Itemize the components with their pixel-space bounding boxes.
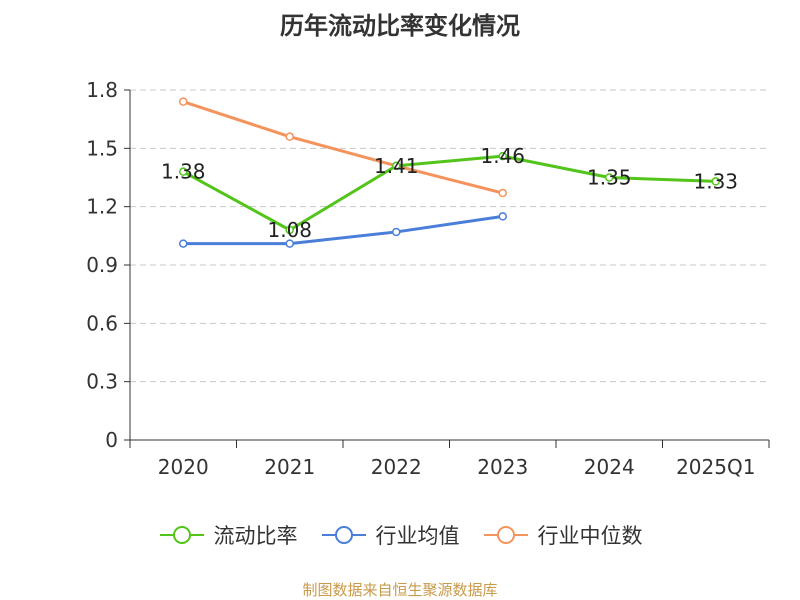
legend-swatch-icon (483, 526, 528, 544)
legend-item[interactable]: 行业均值 (320, 520, 460, 550)
x-tick-label: 2022 (371, 455, 422, 479)
legend-item[interactable]: 流动比率 (158, 520, 298, 550)
data-point (285, 225, 294, 235)
data-point (711, 177, 720, 186)
chart-title: 历年流动比率变化情况 (280, 12, 520, 40)
source-note: 制图数据来自恒生聚源数据库 (302, 581, 498, 599)
y-tick-label: 1.2 (86, 195, 118, 219)
data-point (392, 227, 401, 237)
data-point (285, 239, 294, 248)
data-point (285, 132, 294, 141)
data-label: 1.08 (267, 218, 312, 242)
legend: 流动比率 行业均值 行业中位数 (0, 520, 800, 550)
legend-label: 行业中位数 (537, 524, 643, 548)
data-point (498, 151, 507, 161)
x-tick-label: 2021 (264, 455, 315, 479)
grid-lines (130, 89, 769, 383)
y-tick-label: 1.8 (86, 78, 118, 102)
x-tick-label: 2025Q1 (676, 455, 755, 479)
data-point (498, 188, 507, 198)
axes: 0 0.3 0.6 0.9 1.2 1.5 1.8 2020 2021 2022 2023 2024 2… (86, 78, 770, 479)
data-label: 1.38 (161, 160, 206, 184)
x-tick-label: 2023 (477, 455, 528, 479)
y-tick-label: 0 (105, 428, 118, 452)
data-label: 1.35 (587, 166, 632, 190)
y-tick-label: 1.5 (86, 136, 118, 160)
x-tick-label: 2024 (584, 455, 635, 479)
legend-swatch-icon (159, 526, 204, 544)
data-label: 1.41 (374, 154, 419, 178)
data-point (605, 173, 614, 182)
data-point (179, 167, 188, 176)
data-point (498, 212, 507, 221)
y-tick-label: 0.6 (86, 311, 118, 335)
data-label: 1.33 (693, 169, 738, 193)
legend-label: 流动比率 (213, 524, 298, 548)
data-point (179, 239, 188, 248)
legend-swatch-icon (321, 526, 366, 544)
data-point (179, 97, 188, 106)
series-line (183, 214, 503, 246)
data-label: 1.46 (480, 144, 525, 168)
y-tick-label: 0.9 (86, 253, 118, 277)
data-labels: 1.38 1.08 1.41 1.46 1.35 1.33 (161, 144, 738, 242)
series-line (182, 154, 716, 232)
y-tick-label: 0.3 (86, 370, 118, 394)
data-point (392, 161, 401, 171)
legend-item[interactable]: 行业中位数 (482, 520, 643, 550)
x-tick-label: 2020 (158, 455, 209, 479)
series-line (182, 100, 504, 195)
legend-label: 行业均值 (375, 524, 460, 548)
series-lines (179, 97, 720, 248)
